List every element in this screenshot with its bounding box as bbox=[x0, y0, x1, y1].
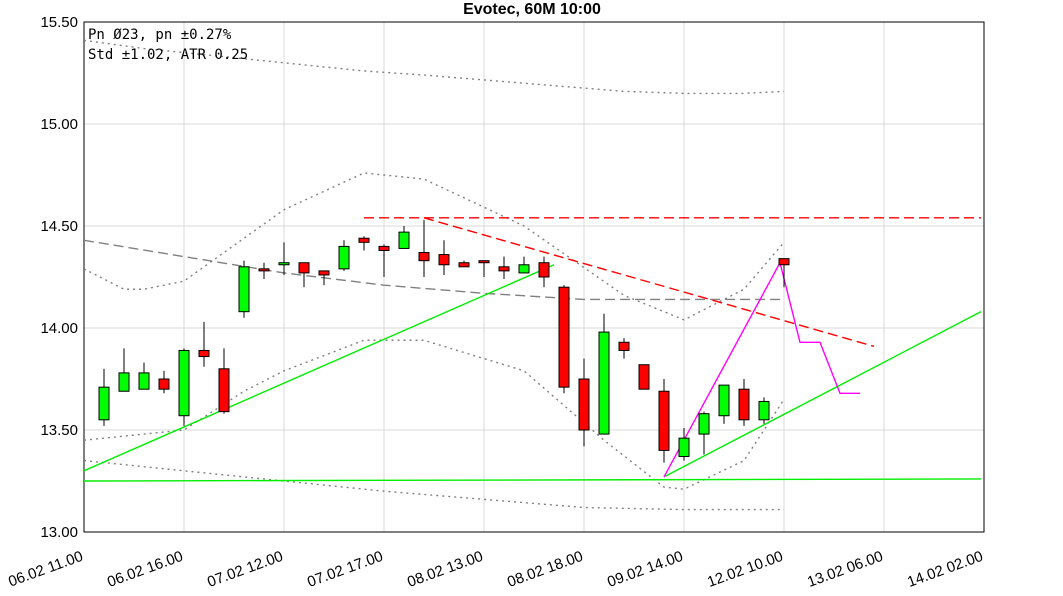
candle-body bbox=[738, 388, 750, 421]
x-tick-label: 07.02 17.00 bbox=[305, 548, 385, 591]
overlay-line bbox=[84, 264, 555, 472]
overlay-line bbox=[84, 172, 785, 321]
candle-body bbox=[638, 364, 650, 390]
candle-body bbox=[118, 372, 130, 392]
overlay-line bbox=[663, 260, 860, 478]
y-tick-label: 13.50 bbox=[40, 422, 78, 439]
x-tick-label: 12.02 10.00 bbox=[705, 548, 785, 591]
candle-body bbox=[418, 252, 430, 262]
x-tick-label: 13.02 06.00 bbox=[805, 548, 885, 591]
x-tick-label: 06.02 16.00 bbox=[105, 548, 185, 591]
candle-body bbox=[518, 264, 530, 274]
candle-body bbox=[98, 386, 110, 421]
candle-body bbox=[358, 237, 370, 243]
candle-body bbox=[458, 262, 470, 268]
candle-body bbox=[778, 258, 790, 266]
overlay-line bbox=[423, 217, 875, 348]
overlay-line bbox=[84, 339, 785, 490]
candle-body bbox=[598, 331, 610, 435]
candle-body bbox=[498, 266, 510, 272]
candle-body bbox=[698, 413, 710, 435]
chart-title: Evotec, 60M 10:00 bbox=[463, 1, 601, 18]
candle-body bbox=[578, 378, 590, 431]
y-tick-label: 15.50 bbox=[40, 14, 78, 31]
overlay-line bbox=[84, 239, 784, 301]
candle-body bbox=[238, 266, 250, 313]
candle-body bbox=[398, 231, 410, 249]
candle-body bbox=[758, 400, 770, 421]
info-text: Std ±1.02, ATR 0.25 bbox=[88, 47, 248, 63]
candle-body bbox=[178, 349, 190, 417]
y-tick-label: 14.50 bbox=[40, 218, 78, 235]
candle-body bbox=[278, 262, 290, 266]
candle-body bbox=[218, 368, 230, 413]
candle-body bbox=[198, 349, 210, 358]
y-tick-label: 14.00 bbox=[40, 320, 78, 337]
candle-body bbox=[318, 270, 330, 276]
info-text: Pn Ø23, pn ±0.27% bbox=[88, 27, 232, 43]
candle-body bbox=[538, 262, 550, 278]
candle-body bbox=[378, 245, 390, 251]
x-tick-label: 07.02 12.00 bbox=[205, 548, 285, 591]
candle-body bbox=[658, 390, 670, 451]
x-tick-label: 14.02 02.00 bbox=[905, 548, 985, 591]
candle-body bbox=[138, 372, 150, 390]
overlay-line bbox=[84, 459, 784, 511]
x-tick-label: 06.02 11.00 bbox=[6, 548, 85, 591]
candle-body bbox=[718, 384, 730, 417]
y-tick-label: 15.00 bbox=[40, 116, 78, 133]
candle-body bbox=[558, 286, 570, 388]
x-tick-label: 09.02 14.00 bbox=[605, 548, 685, 591]
candle-body bbox=[298, 262, 310, 274]
candle-body bbox=[158, 378, 170, 390]
overlay-line bbox=[84, 478, 982, 482]
x-tick-label: 08.02 13.00 bbox=[405, 548, 485, 591]
x-tick-label: 08.02 18.00 bbox=[505, 548, 585, 591]
candle-body bbox=[478, 260, 490, 264]
plot-frame bbox=[83, 21, 985, 533]
candle-body bbox=[438, 254, 450, 266]
candle-body bbox=[258, 268, 270, 272]
candle-body bbox=[618, 341, 630, 351]
candle-body bbox=[338, 245, 350, 270]
overlay-line bbox=[663, 311, 982, 478]
candle-body bbox=[678, 437, 690, 458]
y-tick-label: 13.00 bbox=[40, 524, 78, 541]
